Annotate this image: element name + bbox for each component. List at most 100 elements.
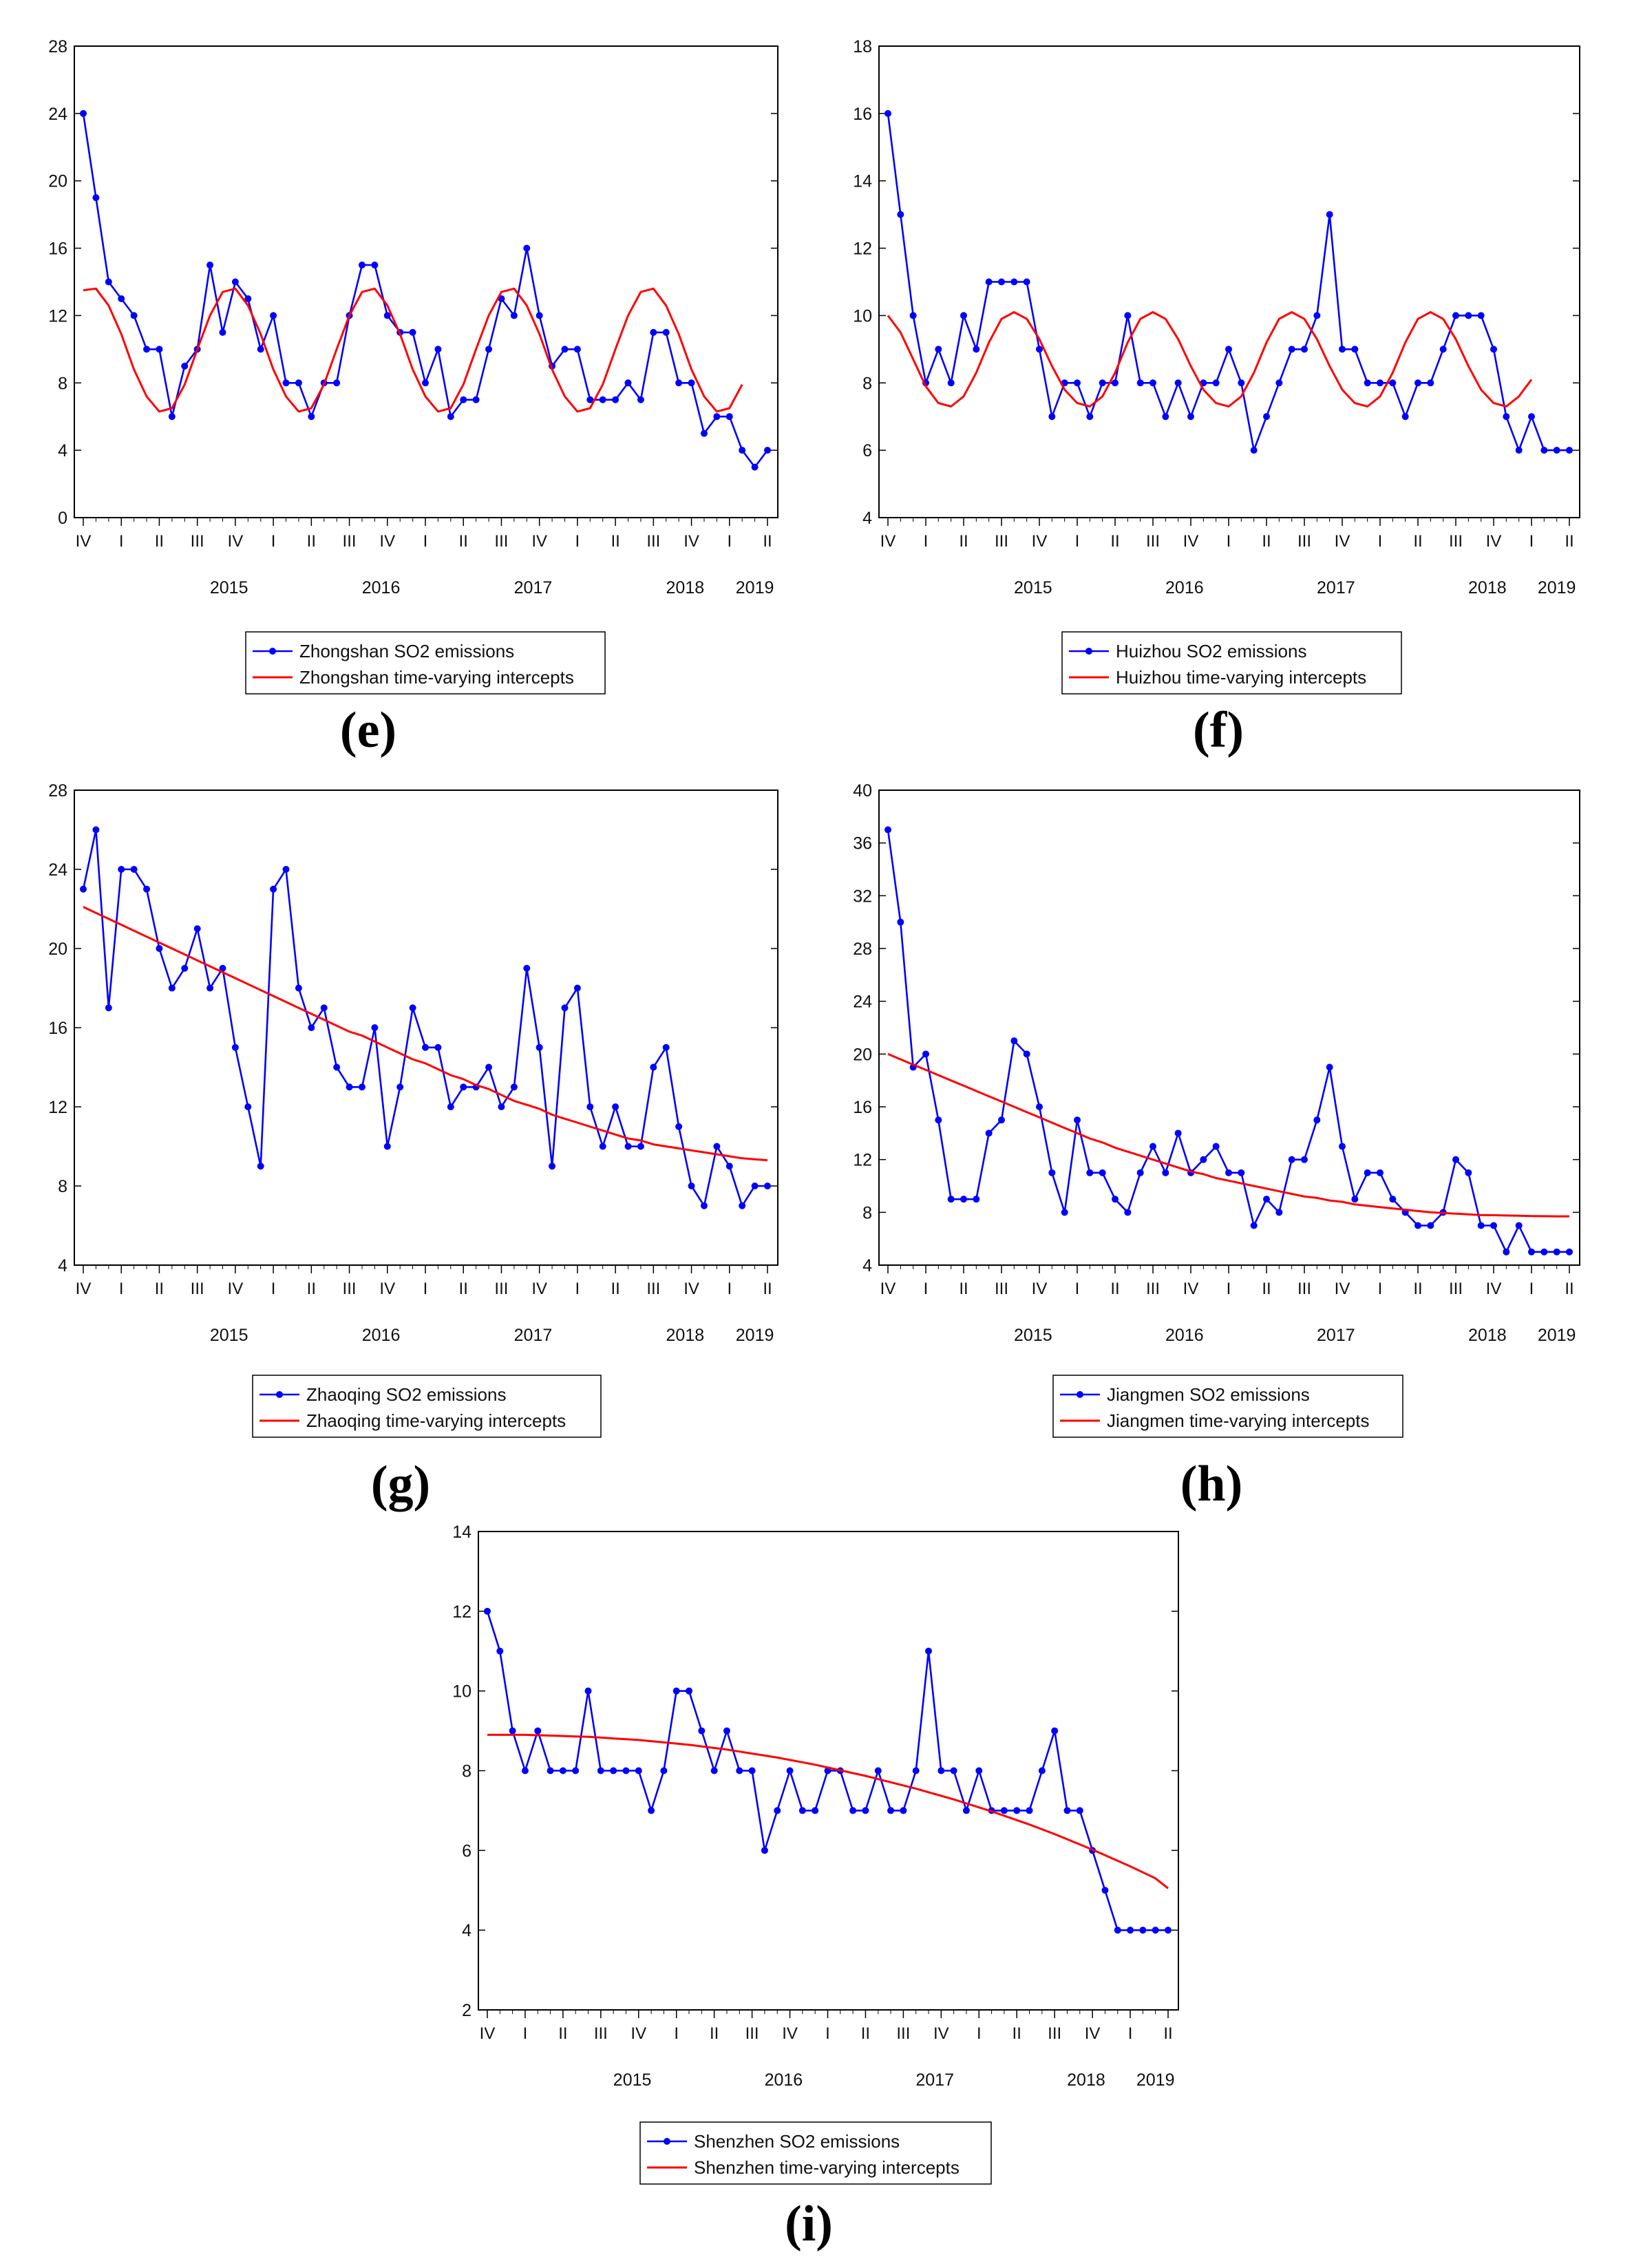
x-year-label: 2017 <box>915 2070 954 2090</box>
emissions-point <box>1038 1767 1046 1774</box>
y-tick-label: 0 <box>58 509 67 528</box>
emissions-point <box>1187 413 1194 421</box>
x-quarter-label: II <box>307 532 316 551</box>
emissions-point <box>1124 312 1132 319</box>
x-year-label: 2015 <box>210 578 248 597</box>
panel-label-f: (f) <box>1193 702 1244 759</box>
y-tick-label: 6 <box>462 1841 471 1861</box>
emissions-point <box>509 1727 516 1735</box>
emissions-point <box>422 379 429 387</box>
x-year-label: 2016 <box>362 578 401 597</box>
legend-emissions-marker <box>1077 1391 1083 1398</box>
x-quarter-label: I <box>1075 532 1080 551</box>
emissions-point <box>498 1103 505 1110</box>
emissions-point <box>105 1004 112 1012</box>
emissions-point <box>573 346 581 353</box>
legend-entry: Huizhou time-varying intercepts <box>1116 667 1366 688</box>
emissions-point <box>1139 1927 1147 1934</box>
y-tick-label: 4 <box>862 509 872 528</box>
legend-entry: Shenzhen time-varying intercepts <box>694 2157 960 2178</box>
y-tick-label: 12 <box>853 1151 872 1170</box>
emissions-point <box>333 379 341 387</box>
emissions-point <box>725 1163 733 1170</box>
x-year-label: 2016 <box>1165 578 1204 597</box>
emissions-point <box>1351 1196 1359 1203</box>
emissions-point <box>1528 413 1535 421</box>
emissions-point <box>774 1807 781 1814</box>
y-tick-label: 18 <box>853 37 872 56</box>
emissions-point <box>295 379 302 387</box>
emissions-point <box>637 396 644 403</box>
emissions-point <box>1364 379 1371 387</box>
emissions-point <box>1124 1209 1132 1216</box>
emissions-point <box>1149 379 1156 387</box>
y-tick-label: 12 <box>853 240 872 259</box>
emissions-point <box>1036 346 1043 353</box>
x-year-label: 2019 <box>1136 2070 1175 2090</box>
emissions-point <box>1238 379 1245 387</box>
emissions-point <box>1000 1807 1008 1814</box>
emissions-point <box>700 430 708 437</box>
emissions-point <box>1389 379 1397 387</box>
x-quarter-label: III <box>343 532 357 551</box>
emissions-point <box>1275 1209 1283 1216</box>
emissions-point <box>973 346 980 353</box>
legend-f: Huizhou SO2 emissions Huizhou time-varyin… <box>1061 631 1402 695</box>
y-tick-label: 12 <box>452 1602 471 1622</box>
emissions-point <box>1263 1196 1270 1203</box>
x-year-label: 2018 <box>666 578 705 597</box>
intercepts-line <box>487 1733 1169 1889</box>
emissions-point <box>371 262 379 269</box>
y-tick-label: 12 <box>48 1098 67 1117</box>
emissions-point <box>118 295 125 302</box>
emissions-point <box>584 1687 592 1695</box>
x-year-label: 2018 <box>1468 578 1507 597</box>
y-tick-label: 28 <box>48 37 67 56</box>
x-year-label: 2015 <box>1014 578 1052 597</box>
emissions-point <box>862 1807 869 1814</box>
emissions-point <box>536 312 543 319</box>
emissions-point <box>675 1123 683 1130</box>
x-quarter-label: II <box>1013 2024 1021 2043</box>
emissions-point <box>698 1727 706 1735</box>
emissions-point <box>358 1083 365 1091</box>
emissions-point <box>950 1767 957 1774</box>
emissions-point <box>960 1196 967 1203</box>
y-tick-label: 10 <box>853 306 872 326</box>
emissions-point <box>622 1767 630 1774</box>
y-tick-label: 24 <box>853 993 872 1012</box>
emissions-point <box>496 1647 504 1655</box>
plot-frame <box>74 789 778 1266</box>
emissions-point <box>1288 1156 1295 1163</box>
emissions-point <box>1326 211 1333 218</box>
emissions-point <box>1263 413 1270 421</box>
emissions-point <box>624 1143 632 1150</box>
legend-entry: Jiangmen time-varying intercepts <box>1107 1410 1370 1431</box>
emissions-point <box>1490 346 1497 353</box>
legend-entry: Jiangmen SO2 emissions <box>1107 1384 1310 1405</box>
emissions-point <box>1026 1807 1033 1814</box>
x-quarter-label: I <box>1378 1280 1383 1298</box>
emissions-point <box>688 1183 695 1189</box>
y-tick-label: 4 <box>462 1921 471 1940</box>
x-year-label: 2017 <box>1317 1326 1355 1345</box>
emissions-point <box>559 1767 566 1774</box>
y-tick-label: 8 <box>58 1177 67 1196</box>
x-year-label: 2016 <box>362 1326 401 1345</box>
emissions-point <box>447 1103 454 1110</box>
x-quarter-label: III <box>995 532 1008 551</box>
emissions-point <box>1212 1143 1220 1150</box>
emissions-point <box>612 1103 619 1110</box>
emissions-point <box>1313 1116 1321 1124</box>
x-quarter-label: II <box>1110 1280 1119 1298</box>
emissions-point <box>130 866 138 873</box>
emissions-point <box>1427 1222 1434 1229</box>
emissions-point <box>573 984 581 992</box>
emissions-point <box>1528 1248 1535 1255</box>
x-quarter-label: I <box>423 532 428 551</box>
emissions-point <box>534 1727 542 1735</box>
x-quarter-label: IV <box>1335 532 1350 551</box>
emissions-point <box>1099 1169 1106 1176</box>
emissions-point <box>1364 1169 1371 1176</box>
emissions-point <box>105 278 112 286</box>
